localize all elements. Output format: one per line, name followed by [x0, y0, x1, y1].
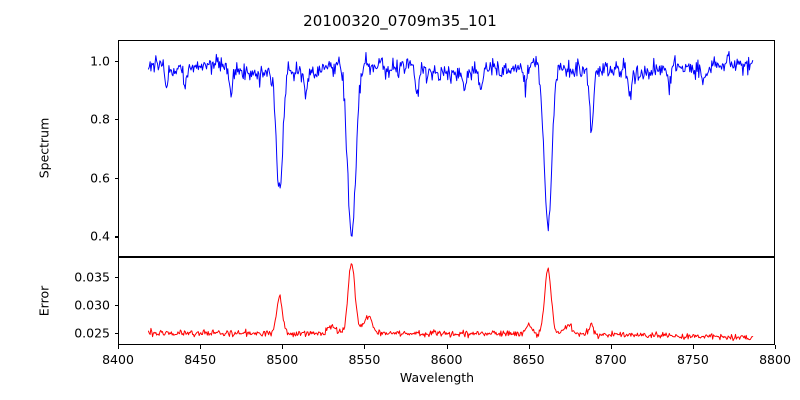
spectrum-y-tick-label: 1.0: [90, 53, 110, 69]
wavelength-x-tick-mark: [364, 345, 366, 349]
error-y-tick-label: 0.025: [74, 325, 110, 341]
spectrum-axis-label: Spectrum: [36, 117, 52, 179]
spectrum-line-series: [147, 50, 754, 237]
wavelength-x-tick-label: 8650: [512, 352, 545, 367]
error-y-tick-label: 0.030: [74, 297, 110, 313]
spectrum-y-tick-label: 0.4: [90, 228, 110, 244]
spectrum-y-tick-mark: [114, 177, 118, 179]
wavelength-x-tick-label: 8450: [184, 352, 217, 367]
error-line-series: [147, 263, 754, 342]
wavelength-x-tick-label: 8550: [348, 352, 381, 367]
spectrum-y-tick-mark: [114, 60, 118, 62]
wavelength-x-tick-mark: [775, 345, 777, 349]
wavelength-x-tick-mark: [528, 345, 530, 349]
wavelength-x-tick-label: 8800: [759, 352, 791, 367]
wavelength-axis-label: Wavelength: [399, 370, 475, 385]
error-plot-area: [118, 257, 775, 345]
spectrum-y-tick-label: 0.8: [90, 111, 110, 127]
wavelength-x-tick-mark: [282, 345, 284, 349]
wavelength-x-tick-mark: [200, 345, 202, 349]
wavelength-x-tick-label: 8400: [102, 352, 134, 367]
error-y-tick-mark: [114, 332, 118, 334]
spectrum-y-tick-mark: [114, 119, 118, 121]
error-y-tick-label: 0.035: [74, 269, 110, 285]
wavelength-x-tick-mark: [610, 345, 612, 349]
error-axis-label: Error: [36, 285, 52, 317]
spectrum-plot-area: [118, 40, 775, 257]
page-title: 20100320_0709m35_101: [303, 12, 497, 30]
wavelength-x-tick-label: 8500: [266, 352, 299, 367]
wavelength-x-tick-label: 8750: [676, 352, 709, 367]
error-y-tick-mark: [114, 276, 118, 278]
wavelength-x-tick-mark: [446, 345, 448, 349]
wavelength-x-tick-mark: [118, 345, 120, 349]
wavelength-x-tick-label: 8700: [594, 352, 627, 367]
wavelength-x-tick-mark: [692, 345, 694, 349]
wavelength-x-tick-label: 8600: [430, 352, 463, 367]
spectrum-y-tick-mark: [114, 236, 118, 238]
spectrum-y-tick-label: 0.6: [90, 170, 110, 186]
error-y-tick-mark: [114, 304, 118, 306]
